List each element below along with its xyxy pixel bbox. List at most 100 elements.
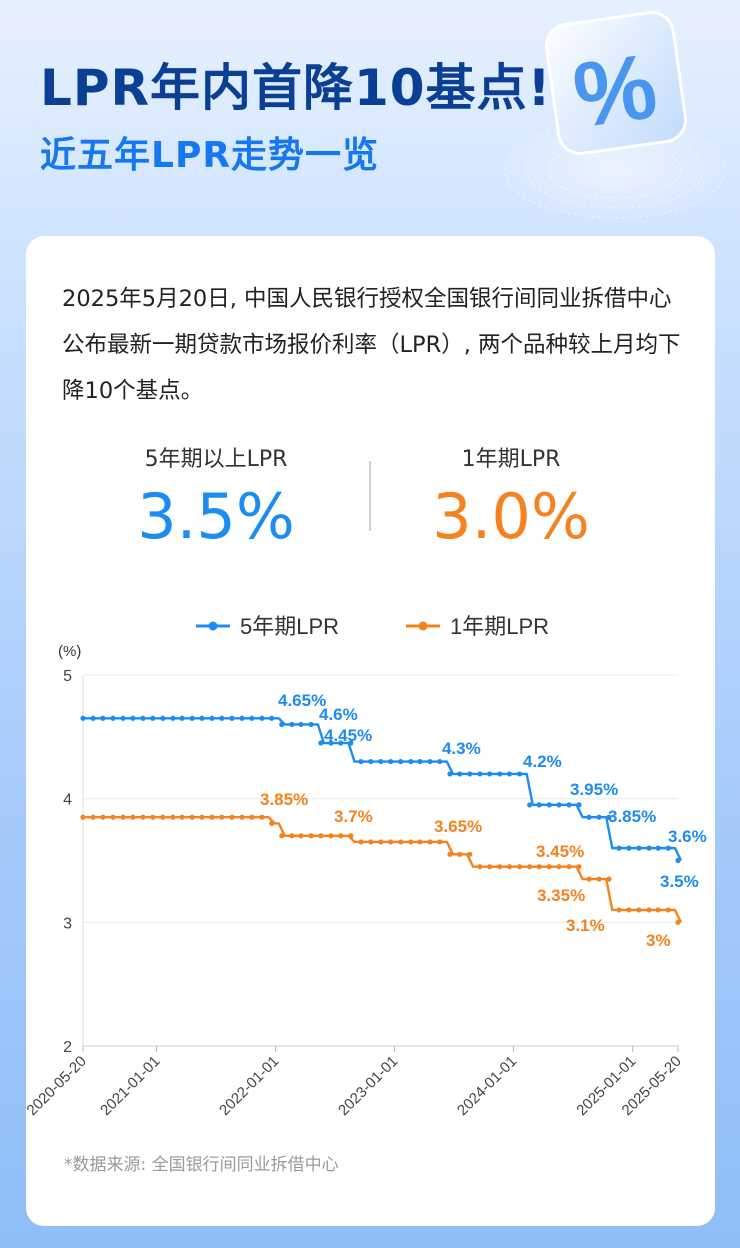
x-tick-label: 2021-01-01	[97, 1053, 163, 1119]
series-point-1	[308, 833, 314, 839]
series-point-1	[358, 839, 364, 845]
series-point-0	[497, 771, 503, 777]
series-point-1	[467, 851, 473, 857]
series-point-1	[477, 864, 483, 870]
x-tick-label: 2022-01-01	[216, 1053, 282, 1119]
series-point-1	[606, 876, 612, 882]
series-point-0	[279, 721, 285, 728]
series-point-0	[536, 802, 542, 808]
stat-five-year-label: 5年期以上LPR	[140, 441, 292, 473]
series-point-1	[447, 851, 453, 857]
page-title: LPR年内首降10基点!	[40, 59, 552, 117]
series-point-1	[437, 839, 443, 845]
series-point-0	[636, 845, 642, 851]
series-point-0	[269, 715, 275, 721]
y-tick-label: 5	[63, 668, 72, 685]
series-point-0	[665, 845, 671, 851]
series-point-0	[408, 758, 414, 765]
series-point-0	[427, 758, 433, 765]
series-point-1	[398, 839, 404, 845]
series-point-1	[457, 851, 463, 857]
series-point-0	[398, 758, 404, 765]
series-point-0	[328, 740, 334, 746]
series-point-1	[388, 839, 394, 845]
series-point-0	[318, 740, 324, 746]
series-point-0	[110, 715, 116, 721]
series-point-0	[199, 715, 205, 721]
series-point-1	[140, 814, 146, 820]
series-point-0	[576, 802, 582, 808]
hero-header: LPR年内首降10基点! 近五年LPR走势一览 %	[0, 0, 740, 240]
series-point-0	[626, 845, 632, 851]
data-label: 3.7%	[334, 807, 373, 826]
series-point-1	[249, 814, 255, 820]
series-point-1	[417, 839, 423, 845]
legend-marker-1	[418, 621, 428, 631]
data-label: 3.85%	[260, 790, 308, 809]
series-point-1	[497, 864, 503, 870]
series-point-0	[120, 715, 126, 721]
series-point-0	[417, 758, 423, 765]
data-label: 3.65%	[434, 817, 482, 836]
series-point-1	[189, 814, 195, 820]
stat-one-year-value: 3.0%	[432, 480, 590, 553]
content-card: 2025年5月20日, 中国人民银行授权全国银行间同业拆借中心公布最新一期贷款市…	[26, 236, 715, 1226]
series-point-1	[636, 907, 642, 913]
series-point-1	[408, 839, 414, 845]
data-label: 3.85%	[608, 807, 656, 826]
series-point-1	[427, 839, 433, 845]
data-label: 4.45%	[324, 726, 372, 745]
series-point-1	[318, 833, 324, 839]
stat-five-year: 5年期以上LPR 3.5%	[66, 441, 366, 553]
percent-icon: %	[495, 11, 735, 225]
series-point-1	[199, 814, 205, 820]
data-label: 3.45%	[536, 842, 584, 861]
series-point-0	[348, 740, 354, 746]
data-label: 4.6%	[319, 705, 358, 724]
series-point-0	[100, 715, 106, 721]
series-point-0	[160, 715, 166, 721]
series-point-0	[675, 857, 681, 864]
series-point-1	[348, 833, 354, 839]
data-label: 4.3%	[442, 739, 481, 758]
data-label: 3.1%	[566, 916, 605, 935]
series-point-0	[239, 715, 245, 721]
series-point-0	[209, 715, 215, 721]
y-tick-label: 4	[63, 792, 72, 809]
legend-label-0: 5年期LPR	[240, 614, 339, 639]
series-point-1	[298, 833, 304, 839]
series-point-0	[596, 814, 602, 820]
legend-marker-0	[208, 621, 218, 631]
series-point-1	[368, 839, 374, 845]
legend-label-1: 1年期LPR	[450, 614, 549, 639]
series-point-1	[229, 814, 235, 820]
series-point-0	[527, 802, 533, 808]
series-point-0	[437, 758, 443, 765]
series-point-0	[298, 721, 304, 728]
series-point-1	[655, 907, 661, 913]
data-label: 3%	[646, 931, 671, 950]
series-point-0	[506, 771, 513, 777]
series-point-0	[447, 771, 453, 777]
series-point-1	[487, 864, 493, 870]
stat-one-year: 1年期LPR 3.0%	[361, 441, 661, 553]
data-source-note: *数据来源: 全国银行间同业拆借中心	[64, 1155, 339, 1175]
series-point-0	[556, 802, 562, 808]
series-point-1	[527, 864, 533, 870]
series-point-1	[90, 814, 96, 820]
series-point-0	[219, 715, 225, 721]
series-point-1	[566, 864, 572, 870]
series-point-1	[378, 839, 384, 845]
series-point-1	[120, 814, 126, 820]
series-point-1	[110, 814, 116, 820]
series-point-1	[80, 814, 86, 820]
series-point-0	[80, 715, 86, 721]
series-point-1	[517, 864, 523, 870]
series-point-0	[249, 715, 255, 721]
series-point-1	[160, 814, 166, 820]
series-point-0	[179, 715, 185, 721]
series-point-0	[606, 814, 612, 820]
series-point-0	[259, 715, 265, 721]
y-tick-label: 2	[63, 1039, 72, 1056]
